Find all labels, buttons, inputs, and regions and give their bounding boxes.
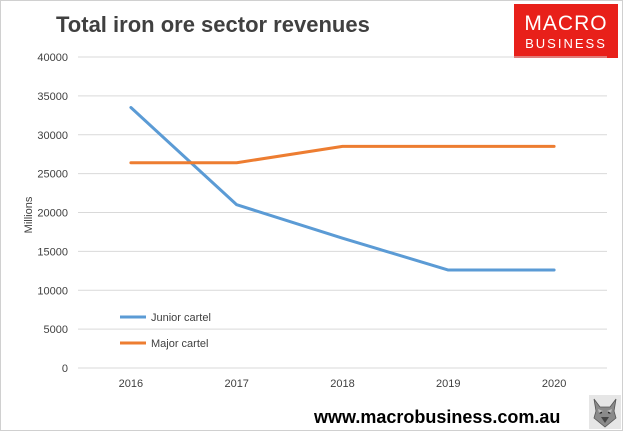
y-tick-label: 10000 bbox=[37, 285, 68, 297]
series-line-1 bbox=[129, 144, 556, 165]
y-tick-label: 5000 bbox=[44, 324, 68, 336]
legend: Junior cartel Major cartel bbox=[120, 312, 211, 350]
y-tick-label: 25000 bbox=[37, 169, 68, 181]
y-tick-label: 0 bbox=[62, 363, 68, 375]
y-axis-label: Millions bbox=[23, 196, 35, 233]
x-axis-ticks: 2016 2017 2018 2019 2020 bbox=[119, 378, 567, 390]
y-tick-label: 15000 bbox=[37, 246, 68, 258]
y-tick-label: 20000 bbox=[37, 208, 68, 220]
y-tick-label: 30000 bbox=[37, 130, 68, 142]
series-lines bbox=[129, 106, 556, 272]
y-axis-ticks: 0 5000 10000 15000 20000 25000 30000 35000 40000 bbox=[37, 52, 68, 375]
x-tick-label: 2017 bbox=[224, 378, 248, 390]
x-tick-label: 2020 bbox=[542, 378, 566, 390]
logo-text-top: MACRO bbox=[524, 11, 608, 35]
logo-text-bottom: BUSINESS bbox=[525, 35, 607, 51]
legend-label: Major cartel bbox=[151, 338, 208, 350]
x-tick-label: 2016 bbox=[119, 378, 143, 390]
y-tick-label: 35000 bbox=[37, 91, 68, 103]
wolf-icon bbox=[589, 395, 621, 429]
series-line-0 bbox=[129, 106, 556, 272]
gridlines bbox=[78, 56, 607, 369]
chart-title: Total iron ore sector revenues bbox=[56, 12, 370, 37]
macrobusiness-logo: MACRO BUSINESS bbox=[514, 4, 618, 58]
x-tick-label: 2019 bbox=[436, 378, 460, 390]
y-tick-label: 40000 bbox=[37, 52, 68, 64]
legend-label: Junior cartel bbox=[151, 312, 211, 324]
website-url: www.macrobusiness.com.au bbox=[314, 407, 561, 427]
x-tick-label: 2018 bbox=[330, 378, 354, 390]
